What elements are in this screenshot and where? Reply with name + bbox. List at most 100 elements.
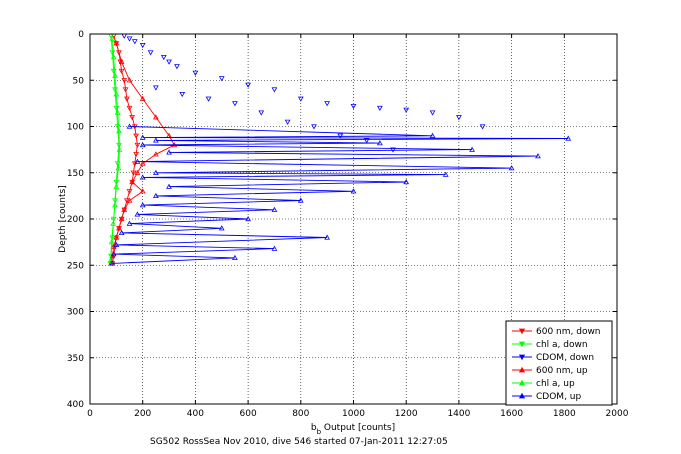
data-point [442, 171, 449, 177]
data-point [121, 206, 128, 212]
data-point [350, 103, 357, 110]
data-point [116, 50, 122, 56]
data-point [131, 39, 138, 45]
x-tick-label: 400 [187, 409, 204, 419]
data-point [122, 87, 129, 93]
data-point [130, 170, 137, 176]
data-point [126, 197, 133, 203]
data-point [218, 76, 225, 82]
series-line [110, 38, 120, 261]
data-point [139, 160, 146, 166]
data-point [284, 119, 291, 125]
y-tick-label: 0 [78, 30, 84, 40]
data-point [118, 68, 125, 75]
x-tick-label: 1600 [500, 409, 523, 419]
data-point [126, 123, 133, 129]
data-point [110, 220, 117, 226]
legend-entry: CDOM, down [512, 353, 594, 363]
data-point [126, 77, 133, 83]
legend-entry: CDOM, up [512, 392, 581, 402]
data-point [147, 50, 154, 56]
legend-entry: 600 nm, down [512, 327, 601, 337]
data-point [129, 178, 136, 185]
data-point [363, 138, 370, 144]
data-point [456, 115, 462, 121]
series-cdom-up [109, 123, 572, 266]
data-point [429, 132, 436, 138]
data-point [114, 109, 121, 115]
y-tick-label: 350 [67, 354, 84, 364]
data-point [166, 149, 172, 155]
data-point [139, 134, 146, 140]
x-tick-label: 1400 [447, 409, 470, 419]
legend-entry: chl a, up [512, 379, 575, 389]
data-point [403, 178, 410, 185]
data-point [245, 82, 251, 88]
figure-caption: SG502 RossSea Nov 2010, dive 546 started… [150, 437, 448, 447]
data-point [115, 165, 122, 171]
x-tick-label: 600 [240, 409, 257, 419]
data-point [160, 54, 167, 61]
data-point [297, 96, 304, 102]
y-tick-label: 400 [67, 400, 84, 410]
data-point [152, 114, 159, 120]
data-point [107, 257, 114, 263]
data-point [133, 133, 139, 139]
x-tick-label: 200 [134, 409, 151, 419]
data-point [116, 128, 122, 134]
data-point [258, 110, 265, 116]
legend-label: 600 nm, down [536, 327, 601, 337]
data-point [271, 87, 278, 93]
legend-swatch-marker [518, 392, 526, 399]
y-tick-label: 50 [73, 76, 85, 86]
data-point [112, 72, 118, 78]
data-point [113, 183, 120, 189]
data-point [126, 105, 133, 112]
x-tick-label: 1800 [553, 409, 576, 419]
data-point [113, 91, 120, 97]
y-tick-label: 150 [67, 169, 84, 179]
data-point [152, 137, 159, 143]
data-point [271, 206, 278, 212]
x-tick-label: 0 [87, 409, 93, 419]
data-point [508, 165, 515, 171]
data-point [297, 197, 304, 203]
data-point [429, 110, 436, 116]
legend-box [505, 320, 613, 406]
y-axis-label: Depth [counts] [58, 185, 68, 252]
data-point [113, 241, 120, 248]
data-point [126, 189, 133, 195]
data-point [118, 215, 125, 222]
data-point [152, 151, 159, 157]
legend-swatch-marker [518, 341, 526, 348]
axis-ticks: 0 200 400 600 800 1000 1200 1400 1600 1800 2000 0 50… [67, 30, 629, 419]
data-point [126, 36, 133, 42]
y-tick-label: 200 [67, 215, 84, 225]
y-tick-label: 300 [67, 308, 84, 318]
data-point [192, 70, 199, 76]
data-point [110, 251, 117, 257]
series-chl-a-up [107, 35, 123, 263]
data-point [390, 147, 396, 153]
data-point [139, 174, 146, 180]
data-point [134, 142, 141, 149]
data-point [311, 124, 317, 130]
legend-entry: chl a, down [512, 340, 588, 350]
data-point [218, 225, 225, 231]
data-point [139, 95, 146, 101]
data-point [174, 64, 180, 70]
series-600-nm-up [108, 40, 178, 266]
legend-label: CDOM, up [536, 392, 581, 402]
y-tick-label: 250 [67, 261, 84, 271]
data-point [113, 179, 120, 186]
data-point [403, 107, 410, 113]
series-layer [107, 33, 572, 267]
data-point [113, 234, 120, 240]
legend-swatch-marker [518, 354, 526, 361]
x-tick-label: 1200 [395, 409, 418, 419]
data-point [139, 141, 146, 148]
data-point [324, 101, 331, 107]
data-point [271, 245, 278, 251]
legend-label: chl a, up [536, 379, 575, 389]
